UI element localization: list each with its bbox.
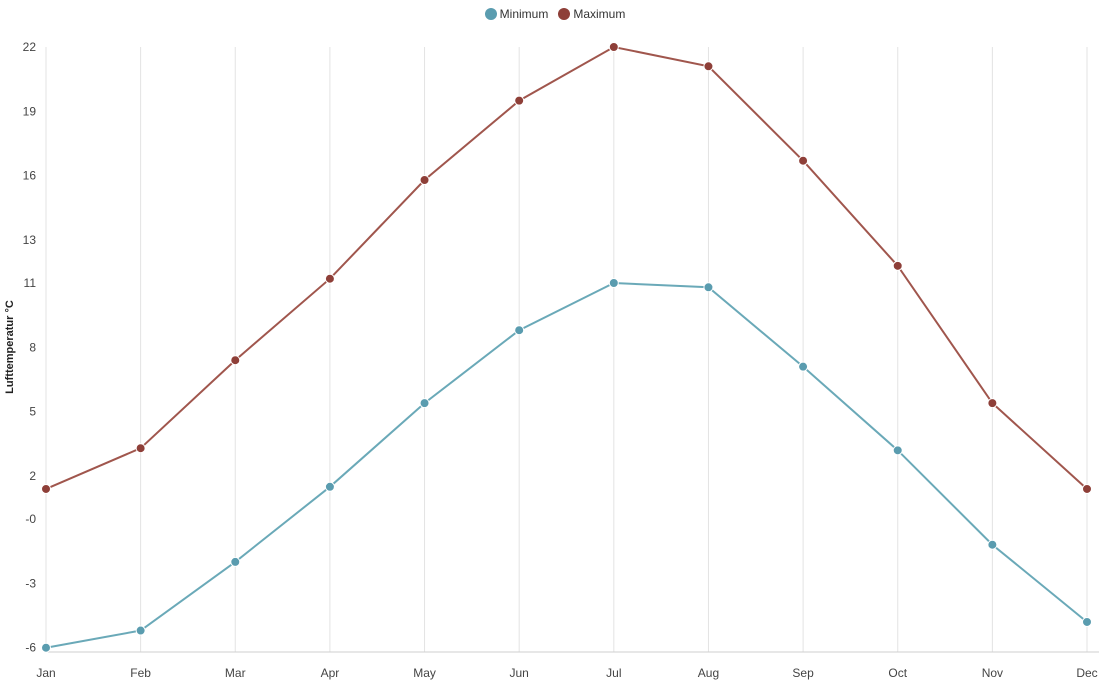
x-tick-label-jan: Jan	[36, 666, 55, 680]
y-tick-label: 16	[23, 169, 37, 183]
data-point-maximum-may[interactable]	[419, 175, 430, 186]
x-tick-label-oct: Oct	[888, 666, 907, 680]
y-tick-label: -3	[25, 576, 36, 590]
y-tick-label: -6	[25, 641, 36, 655]
x-axis-ticks: Jan Feb Mar Apr May Jun Jul Aug Sep Oct Nov Dec	[36, 666, 1097, 680]
x-tick-label-jun: Jun	[510, 666, 529, 680]
data-point-maximum-feb[interactable]	[135, 443, 146, 454]
series-layer	[41, 42, 1092, 653]
data-point-minimum-may[interactable]	[419, 398, 430, 409]
data-point-minimum-sep[interactable]	[798, 361, 809, 372]
data-point-minimum-aug[interactable]	[703, 282, 714, 293]
data-point-maximum-oct[interactable]	[892, 260, 903, 271]
series-line-minimum	[45, 281, 1088, 649]
legend-swatch-maximum	[558, 8, 571, 20]
x-tick-label-feb: Feb	[130, 666, 151, 680]
x-tick-label-may: May	[413, 666, 436, 680]
data-point-maximum-dec[interactable]	[1082, 483, 1092, 494]
series-minimum	[41, 277, 1092, 653]
series-maximum	[41, 42, 1092, 494]
y-tick-label: 5	[29, 405, 36, 419]
x-tick-label-sep: Sep	[792, 666, 814, 680]
data-point-maximum-jul[interactable]	[608, 42, 619, 52]
legend-label-maximum: Maximum	[573, 7, 626, 21]
x-tick-label-aug: Aug	[698, 666, 719, 680]
data-point-minimum-nov[interactable]	[987, 539, 998, 550]
data-point-minimum-jun[interactable]	[514, 325, 525, 336]
y-tick-label: 13	[23, 233, 37, 247]
x-tick-label-dec: Dec	[1076, 666, 1097, 680]
data-point-maximum-mar[interactable]	[230, 355, 241, 366]
data-point-minimum-jan[interactable]	[41, 642, 51, 653]
data-point-maximum-nov[interactable]	[987, 398, 998, 409]
data-point-minimum-apr[interactable]	[324, 481, 335, 492]
y-tick-label: 11	[24, 276, 37, 290]
data-point-minimum-mar[interactable]	[230, 556, 241, 567]
legend: Minimum Maximum	[0, 5, 1110, 23]
data-point-minimum-jul[interactable]	[608, 277, 619, 288]
y-tick-label: 19	[23, 104, 37, 118]
grid-lines	[45, 47, 1099, 653]
x-tick-label-jul: Jul	[606, 666, 621, 680]
data-point-maximum-jan[interactable]	[41, 483, 51, 494]
data-point-maximum-sep[interactable]	[798, 155, 809, 166]
legend-item-maximum[interactable]: Maximum	[558, 7, 625, 21]
data-point-minimum-dec[interactable]	[1082, 616, 1092, 627]
y-tick-label: 2	[29, 469, 36, 483]
y-tick-label: 22	[23, 40, 37, 54]
data-point-minimum-feb[interactable]	[135, 625, 146, 636]
data-point-maximum-jun[interactable]	[514, 95, 525, 106]
y-tick-label: -0	[25, 512, 36, 526]
legend-swatch-minimum	[484, 8, 497, 20]
x-tick-label-nov: Nov	[982, 666, 1003, 680]
data-point-minimum-oct[interactable]	[892, 445, 903, 456]
y-axis-title: Lufttemperatur °C	[4, 300, 16, 394]
y-axis-ticks: 22 19 16 13 11 8 5 2 -0 -3 -6	[23, 40, 37, 655]
x-tick-label-mar: Mar	[225, 666, 246, 680]
x-tick-label-apr: Apr	[321, 666, 340, 680]
legend-item-minimum[interactable]: Minimum	[484, 7, 549, 21]
series-line-maximum	[45, 45, 1088, 490]
data-point-maximum-aug[interactable]	[703, 61, 714, 72]
y-tick-label: 8	[29, 340, 36, 354]
legend-label-minimum: Minimum	[499, 7, 549, 21]
data-point-maximum-apr[interactable]	[324, 273, 335, 284]
